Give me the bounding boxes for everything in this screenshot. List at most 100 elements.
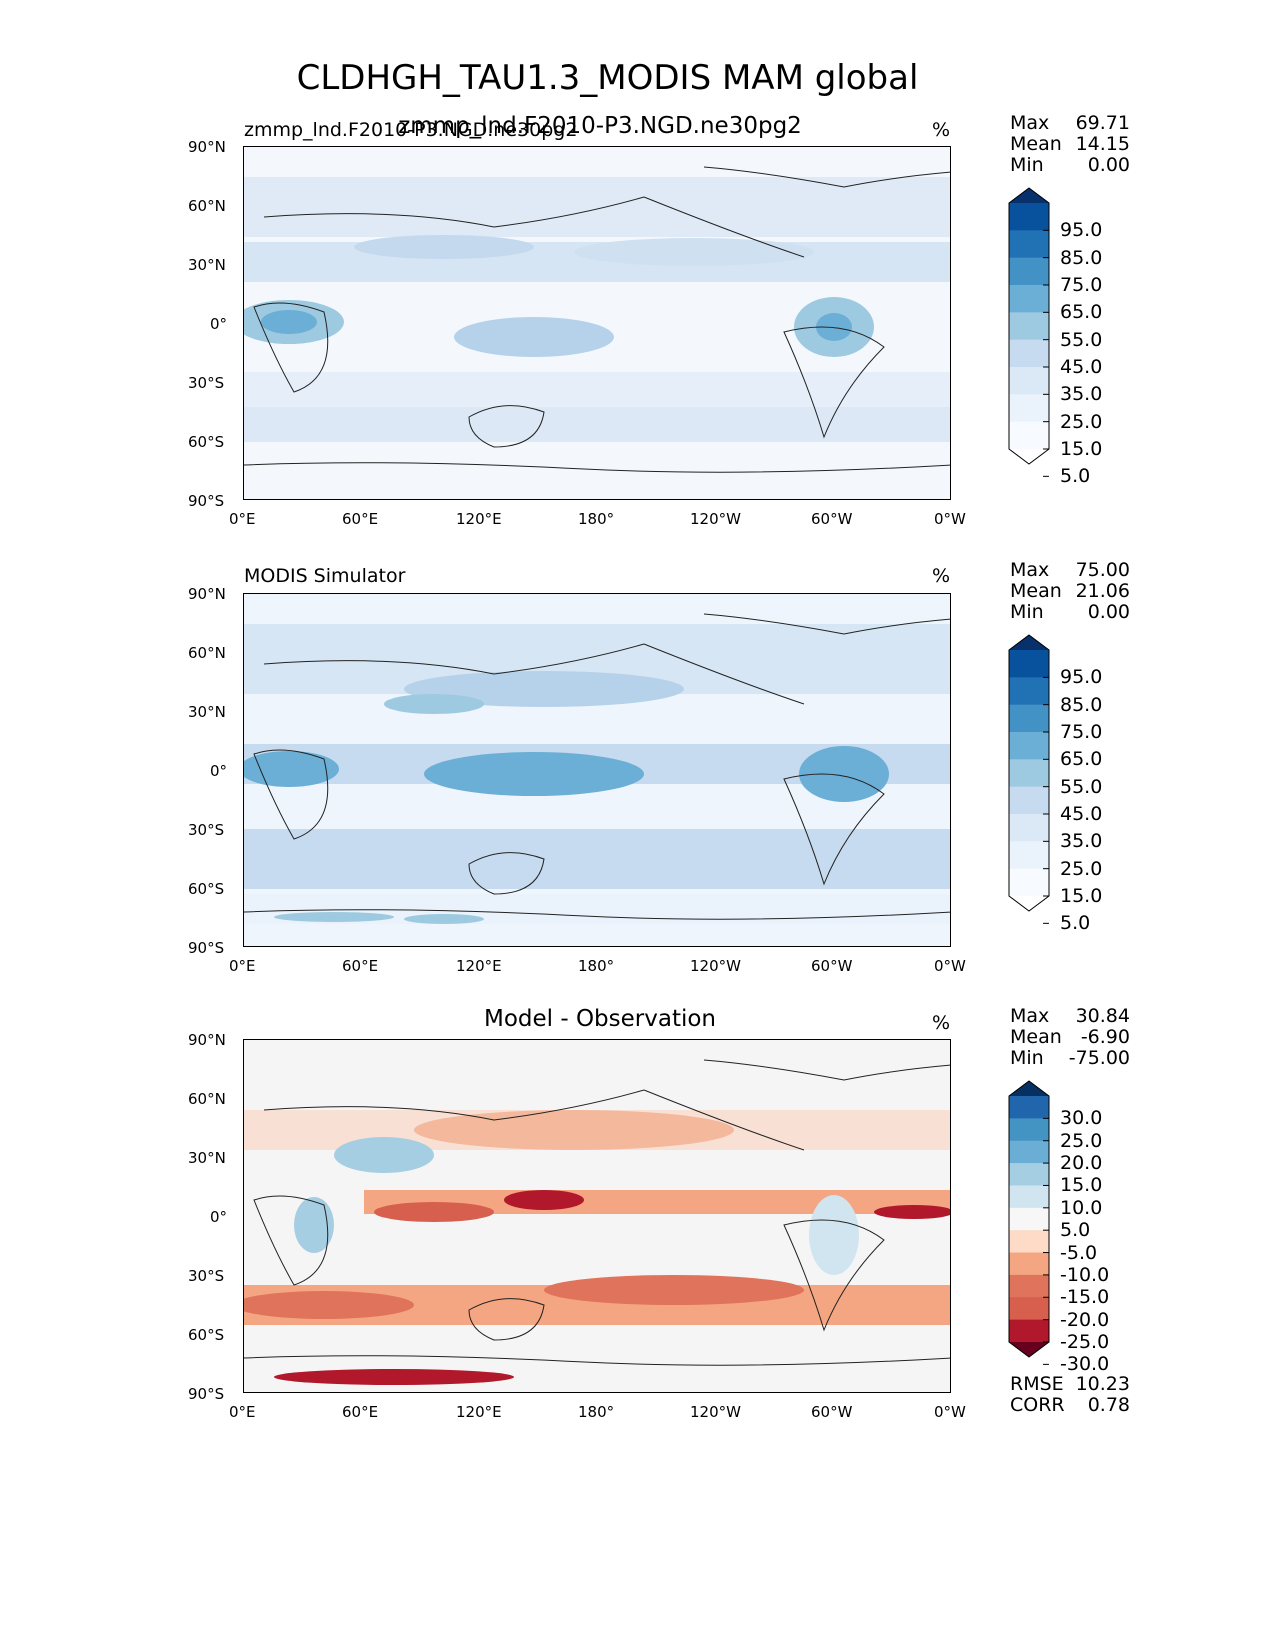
colorbar-segment bbox=[1009, 1185, 1049, 1209]
lon-tick: 0°W bbox=[934, 1403, 966, 1421]
stat-value: 0.00 bbox=[1087, 154, 1130, 176]
lat-tick: 0° bbox=[210, 315, 228, 333]
colorbar-segment bbox=[1009, 421, 1049, 450]
colorbar-tick-label: 95.0 bbox=[1060, 666, 1103, 689]
colorbar-segment bbox=[1009, 868, 1049, 897]
lon-tick: 120°W bbox=[690, 1403, 741, 1421]
map-field-test bbox=[244, 166, 950, 473]
colorbar-segment bbox=[1009, 650, 1049, 678]
lat-tick: 90°S bbox=[188, 939, 225, 957]
colorbar-segment bbox=[1009, 312, 1049, 341]
colorbar-tick-label: 35.0 bbox=[1060, 383, 1103, 406]
colorbar-segment bbox=[1009, 1297, 1049, 1321]
lon-tick: 60°W bbox=[811, 1403, 853, 1421]
panel-unit: % bbox=[932, 119, 951, 141]
lon-tick: 120°E bbox=[456, 957, 502, 975]
colorbar-segment bbox=[1009, 1319, 1049, 1343]
lon-tick: 0°W bbox=[934, 957, 966, 975]
colorbar-extend-bottom bbox=[1009, 1342, 1049, 1357]
colorbar-tick-label: 45.0 bbox=[1060, 803, 1103, 825]
colorbar-tick-label: 95.0 bbox=[1060, 219, 1103, 242]
colorbar-extend-bottom bbox=[1009, 896, 1049, 911]
lon-tick: 120°W bbox=[690, 510, 741, 528]
colorbar-tick-label: 25.0 bbox=[1060, 1129, 1103, 1152]
stat-label: Min bbox=[1010, 154, 1044, 176]
colorbar-segment bbox=[1009, 230, 1049, 259]
colorbar-segment bbox=[1009, 1140, 1049, 1164]
lat-tick: 60°S bbox=[188, 433, 225, 451]
colorbar-segment bbox=[1009, 367, 1049, 395]
colorbar-tick-label: -20.0 bbox=[1060, 1308, 1110, 1331]
colorbar-difference bbox=[1008, 1080, 1050, 1365]
map-field-reference bbox=[244, 613, 950, 924]
stat-value: -75.00 bbox=[1068, 1047, 1130, 1069]
colorbar-tick-label: 15.0 bbox=[1060, 1174, 1103, 1197]
lon-tick: 60°W bbox=[811, 510, 853, 528]
colorbar-tick-label: 75.0 bbox=[1060, 721, 1103, 743]
colorbar-segment bbox=[1009, 1096, 1049, 1119]
lon-tick: 180° bbox=[578, 957, 615, 975]
stat-value: 21.06 bbox=[1075, 580, 1130, 602]
stat-label: Max bbox=[1010, 112, 1050, 134]
lat-tick: 60°S bbox=[188, 880, 225, 898]
colorbar-test bbox=[1008, 187, 1050, 477]
map-difference bbox=[243, 1039, 951, 1393]
colorbar-segment bbox=[1009, 394, 1049, 423]
lat-tick: 90°S bbox=[188, 1385, 225, 1403]
colorbar-tick-label: 55.0 bbox=[1060, 775, 1103, 798]
panel-left-title: zmmp_lnd.F2010-P3.NGD.ne30pg2 bbox=[244, 119, 578, 141]
colorbar-extend-top bbox=[1009, 635, 1049, 650]
colorbar-tick-label: 10.0 bbox=[1060, 1196, 1103, 1219]
lat-tick: 60°N bbox=[188, 1090, 226, 1108]
rmse-label: RMSE bbox=[1010, 1373, 1064, 1395]
stat-value: 14.15 bbox=[1075, 133, 1130, 155]
colorbar-segment bbox=[1009, 1230, 1049, 1254]
colorbar-tick-label: 20.0 bbox=[1060, 1152, 1103, 1175]
colorbar-tick-label: -30.0 bbox=[1060, 1353, 1110, 1376]
lat-tick: 30°S bbox=[188, 1267, 225, 1285]
colorbar-segment bbox=[1009, 1207, 1049, 1231]
map-reference bbox=[243, 593, 951, 947]
stat-label: Min bbox=[1010, 601, 1044, 623]
lat-tick: 30°S bbox=[188, 821, 225, 839]
lon-tick: 0°E bbox=[229, 1403, 256, 1421]
colorbar-segment bbox=[1009, 285, 1049, 313]
colorbar-tick-label: 25.0 bbox=[1060, 857, 1103, 880]
colorbar-tick-label: 85.0 bbox=[1060, 693, 1103, 716]
colorbar-tick-label: 5.0 bbox=[1060, 465, 1091, 488]
stat-label: Mean bbox=[1010, 580, 1062, 602]
panel-unit: % bbox=[932, 565, 951, 587]
lon-tick: 0°E bbox=[229, 957, 256, 975]
lat-tick: 90°N bbox=[188, 1031, 226, 1049]
stat-value: 75.00 bbox=[1075, 559, 1130, 581]
colorbar-tick-label: 30.0 bbox=[1060, 1107, 1103, 1130]
colorbar-segment bbox=[1009, 814, 1049, 842]
lat-tick: 0° bbox=[210, 762, 228, 780]
figure-title: CLDHGH_TAU1.3_MODIS MAM global bbox=[296, 58, 919, 98]
colorbar-segment bbox=[1009, 1274, 1049, 1298]
corr-label: CORR bbox=[1010, 1394, 1065, 1416]
lat-tick: 60°S bbox=[188, 1326, 225, 1344]
lon-tick: 60°E bbox=[342, 510, 379, 528]
stat-value: 69.71 bbox=[1075, 112, 1130, 134]
lat-tick: 30°N bbox=[188, 703, 226, 721]
map-field-difference bbox=[244, 1059, 950, 1385]
colorbar-extend-top bbox=[1009, 1081, 1049, 1096]
stat-label: Max bbox=[1010, 1005, 1050, 1027]
colorbar-tick-label: -10.0 bbox=[1060, 1263, 1110, 1286]
colorbar-tick-label: 35.0 bbox=[1060, 830, 1103, 853]
lat-tick: 30°S bbox=[188, 374, 225, 392]
lon-tick: 120°E bbox=[456, 1403, 502, 1421]
colorbar-tick-label: 25.0 bbox=[1060, 410, 1103, 433]
rmse-value: 10.23 bbox=[1075, 1373, 1130, 1395]
stat-value: 0.00 bbox=[1087, 601, 1130, 623]
colorbar-tick-label: 85.0 bbox=[1060, 246, 1103, 269]
lat-tick: 0° bbox=[210, 1208, 228, 1226]
panel-left-title: MODIS Simulator bbox=[244, 565, 406, 587]
colorbar-tick-label: 65.0 bbox=[1060, 748, 1103, 771]
colorbar-extend-bottom bbox=[1009, 449, 1049, 464]
lat-tick: 60°N bbox=[188, 644, 226, 662]
colorbar-segment bbox=[1009, 1163, 1049, 1186]
colorbar-segment bbox=[1009, 203, 1049, 231]
lon-tick: 120°W bbox=[690, 957, 741, 975]
